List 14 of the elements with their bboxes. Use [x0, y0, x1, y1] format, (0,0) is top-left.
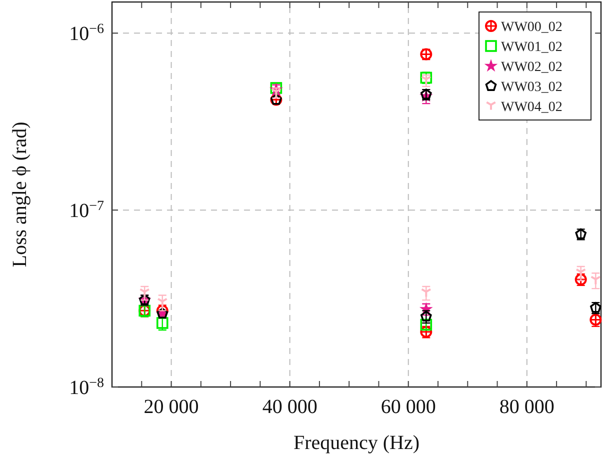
legend-label: WW01_02: [501, 40, 562, 55]
legend-label: WW02_02: [501, 60, 562, 75]
y-axis-title: Loss angle ϕ (rad): [9, 122, 31, 268]
x-tick-label: 80 000: [499, 396, 554, 418]
x-tick-label: 20 000: [144, 396, 199, 418]
legend-label: WW03_02: [501, 80, 562, 95]
x-tick-label: 60 000: [380, 396, 436, 418]
x-axis-title: Frequency (Hz): [293, 432, 420, 454]
y-tick-label: 10$^{−8}$: [69, 376, 104, 399]
x-tick-label: 40 000: [262, 396, 318, 418]
y-tick-label: 10$^{−6}$: [69, 22, 104, 46]
legend-label: WW00_02: [501, 20, 562, 35]
y-tick-label: 10$^{−7}$: [69, 198, 104, 222]
legend-label: WW04_02: [501, 100, 562, 115]
